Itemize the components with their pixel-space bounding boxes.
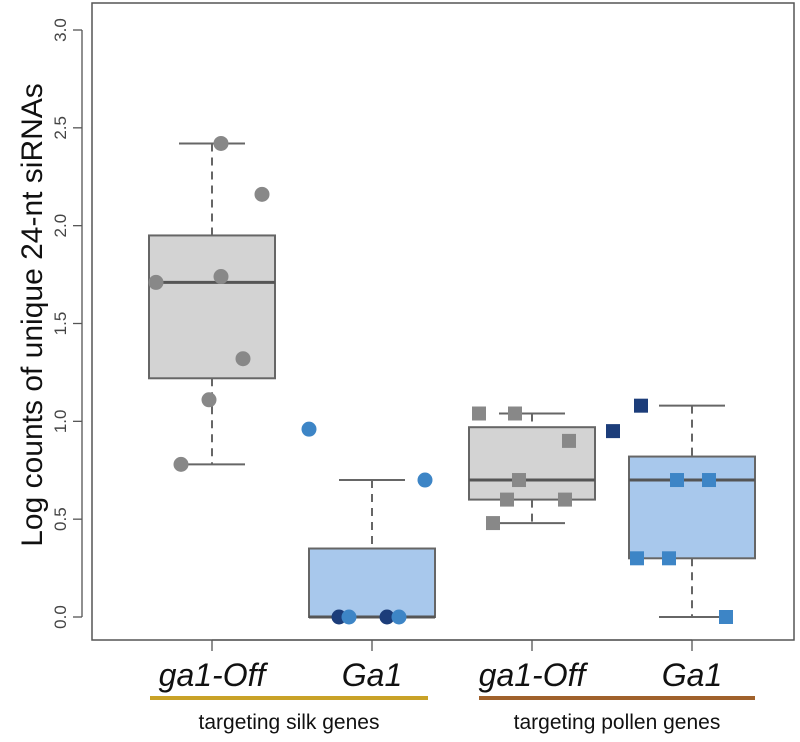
data-point-circle	[391, 609, 407, 625]
box-iqr	[468, 426, 596, 501]
group-labels: targeting silk genes targeting pollen gen…	[150, 696, 755, 734]
y-axis-label: Log counts of unique 24-nt siRNAs	[16, 83, 49, 547]
data-point-square	[630, 551, 644, 566]
box-iqr	[148, 234, 276, 380]
data-point-circle	[301, 421, 317, 437]
y-axis: 0.0 0.5 1.0 1.5 2.0 2.5 3.0	[51, 18, 83, 629]
data-point-circle	[148, 274, 164, 290]
box-iqr	[308, 547, 436, 618]
data-point-square	[634, 398, 648, 413]
group-label: targeting pollen genes	[514, 711, 721, 734]
data-point-circle	[254, 186, 270, 202]
y-tick-label: 1.0	[51, 410, 70, 434]
y-tick-label: 2.0	[51, 214, 70, 238]
data-points	[148, 135, 733, 625]
y-tick-label: 2.5	[51, 116, 70, 140]
data-point-square	[606, 424, 620, 439]
data-point-square	[562, 433, 576, 448]
data-point-circle	[173, 456, 189, 472]
y-tick-label: 1.5	[51, 312, 70, 336]
data-point-square	[670, 473, 684, 488]
data-point-circle	[213, 135, 229, 151]
data-point-square	[472, 406, 486, 421]
data-point-circle	[201, 392, 217, 408]
data-point-circle	[417, 472, 433, 488]
data-point-square	[662, 551, 676, 566]
data-point-square	[486, 516, 500, 531]
data-point-circle	[235, 351, 251, 367]
y-tick-label: 3.0	[51, 18, 70, 42]
x-tick-label: ga1-Off	[159, 657, 269, 693]
box-iqr	[628, 455, 756, 560]
x-tick-label: Ga1	[662, 657, 722, 693]
data-point-circle	[213, 269, 229, 285]
data-point-square	[558, 492, 572, 507]
x-axis: ga1-Off Ga1 ga1-Off Ga1	[159, 639, 722, 693]
group-label: targeting silk genes	[199, 711, 380, 734]
y-tick-label: 0.5	[51, 507, 70, 531]
data-point-square	[508, 406, 522, 421]
data-point-square	[719, 610, 733, 624]
x-tick-label: ga1-Off	[479, 657, 589, 693]
x-tick-label: Ga1	[342, 657, 402, 693]
y-tick-label: 0.0	[51, 605, 70, 629]
data-point-square	[702, 473, 716, 488]
data-point-circle	[379, 609, 395, 625]
data-point-circle	[341, 609, 357, 625]
data-point-square	[512, 473, 526, 488]
data-point-square	[500, 492, 514, 507]
boxes	[148, 142, 756, 619]
